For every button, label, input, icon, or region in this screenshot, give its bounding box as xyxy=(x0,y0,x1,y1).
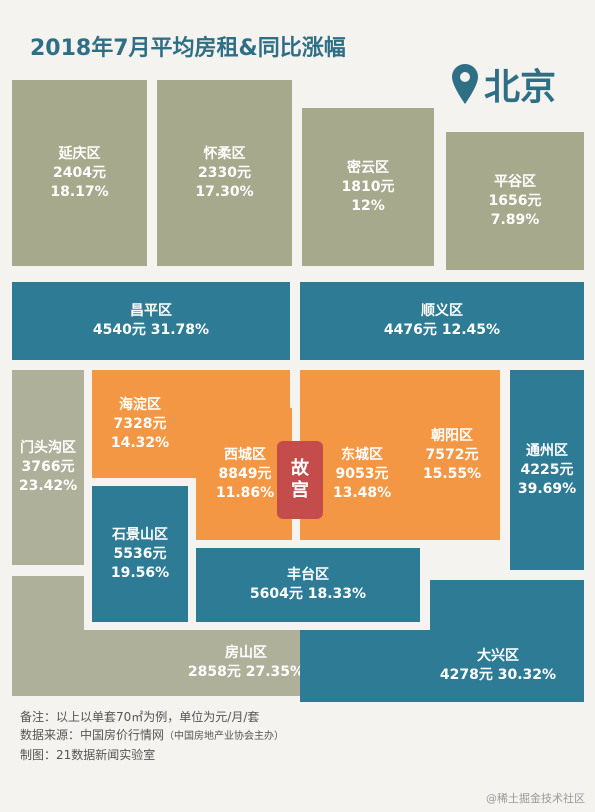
district-name: 朝阳区 xyxy=(431,427,473,444)
center-char-2: 宫 xyxy=(291,480,309,501)
center-char-1: 故 xyxy=(291,458,309,479)
note-unit: 备注：以上以单套70㎡为例，单位为元/月/套 xyxy=(20,710,260,724)
district-name: 东城区 xyxy=(341,446,383,463)
district-name: 海淀区 xyxy=(119,396,161,413)
map-pin-icon xyxy=(452,64,478,104)
district-rent: 1810元 xyxy=(341,178,395,195)
district-rent: 2404元 xyxy=(53,164,106,181)
district-name: 丰台区 xyxy=(287,567,329,583)
note-source: 数据来源：中国房价行情网（中国房地产业协会主办） xyxy=(20,726,284,746)
district-pinggu: 平谷区 1656元 7.89% xyxy=(446,132,584,270)
district-name: 延庆区 xyxy=(58,145,101,162)
district-rent-change: 4540元 31.78% xyxy=(92,322,210,338)
district-change: 15.55% xyxy=(422,465,482,482)
district-change: 7.89% xyxy=(490,211,540,228)
district-daxing: 大兴区 4278元 30.32% xyxy=(300,630,584,702)
page-title: 2018年7月平均房租&同比涨幅 xyxy=(30,36,346,61)
district-name: 昌平区 xyxy=(130,303,172,319)
district-rent: 7328元 xyxy=(113,415,167,432)
district-name: 房山区 xyxy=(225,645,267,661)
district-rent-change: 4476元 12.45% xyxy=(383,322,501,338)
district-rent: 2330元 xyxy=(198,164,251,181)
district-change: 13.48% xyxy=(332,484,392,501)
district-rent: 5536元 xyxy=(113,545,167,562)
note-credit: 制图：21数据新闻实验室 xyxy=(20,748,156,762)
district-change: 19.56% xyxy=(110,564,170,581)
district-rent: 7572元 xyxy=(425,446,479,463)
district-miyun: 密云区 1810元 12% xyxy=(302,108,434,266)
district-rent-change: 2858元 27.35% xyxy=(187,664,305,680)
city-label: 北京 xyxy=(452,58,556,110)
watermark: @稀土掘金技术社区 xyxy=(486,792,585,805)
district-rent: 9053元 xyxy=(335,465,389,482)
district-name: 怀柔区 xyxy=(203,145,246,162)
note-source-sub: （中国房地产业协会主办） xyxy=(164,731,285,742)
district-shijingshan: 石景山区 5536元 19.56% xyxy=(92,486,188,622)
district-change: 17.30% xyxy=(195,183,254,200)
district-change: 18.17% xyxy=(50,183,109,200)
district-change: 11.86% xyxy=(215,484,275,501)
district-name: 大兴区 xyxy=(477,648,519,664)
district-change: 14.32% xyxy=(110,434,170,451)
district-changping: 昌平区 4540元 31.78% xyxy=(12,282,290,360)
district-tongzhou: 通州区 4225元 39.69% xyxy=(510,370,584,570)
district-huairou: 怀柔区 2330元 17.30% xyxy=(157,80,292,266)
district-rent: 3766元 xyxy=(21,459,75,475)
district-name: 顺义区 xyxy=(421,303,463,319)
district-rent: 1656元 xyxy=(488,192,542,209)
district-change: 39.69% xyxy=(517,480,577,497)
district-name: 通州区 xyxy=(526,442,568,459)
city-name: 北京 xyxy=(484,67,557,108)
district-name: 平谷区 xyxy=(494,173,536,190)
district-fengtai: 丰台区 5604元 18.33% xyxy=(196,548,420,622)
district-mentougou: 门头沟区 3766元 23.42% xyxy=(12,370,84,565)
district-daxing-top xyxy=(430,580,584,632)
district-rent: 4225元 xyxy=(520,461,574,478)
note-source-main: 数据来源：中国房价行情网 xyxy=(20,728,165,742)
district-name: 西城区 xyxy=(224,446,266,463)
district-xicheng: 西城区 8849元 11.86% xyxy=(196,408,292,540)
district-change: 12% xyxy=(351,197,385,214)
district-yanqing: 延庆区 2404元 18.17% xyxy=(12,80,147,266)
forbidden-city: 故 宫 xyxy=(277,441,323,519)
district-rent-change: 5604元 18.33% xyxy=(249,586,367,602)
district-name: 密云区 xyxy=(347,159,389,176)
district-shunyi: 顺义区 4476元 12.45% xyxy=(300,282,584,360)
district-rent: 8849元 xyxy=(218,465,272,482)
district-name: 门头沟区 xyxy=(20,440,76,456)
footnotes: 备注：以上以单套70㎡为例，单位为元/月/套 数据来源：中国房价行情网（中国房地… xyxy=(20,708,284,764)
district-rent-change: 4278元 30.32% xyxy=(439,667,557,683)
district-name: 石景山区 xyxy=(112,526,168,543)
district-change: 23.42% xyxy=(18,478,78,494)
